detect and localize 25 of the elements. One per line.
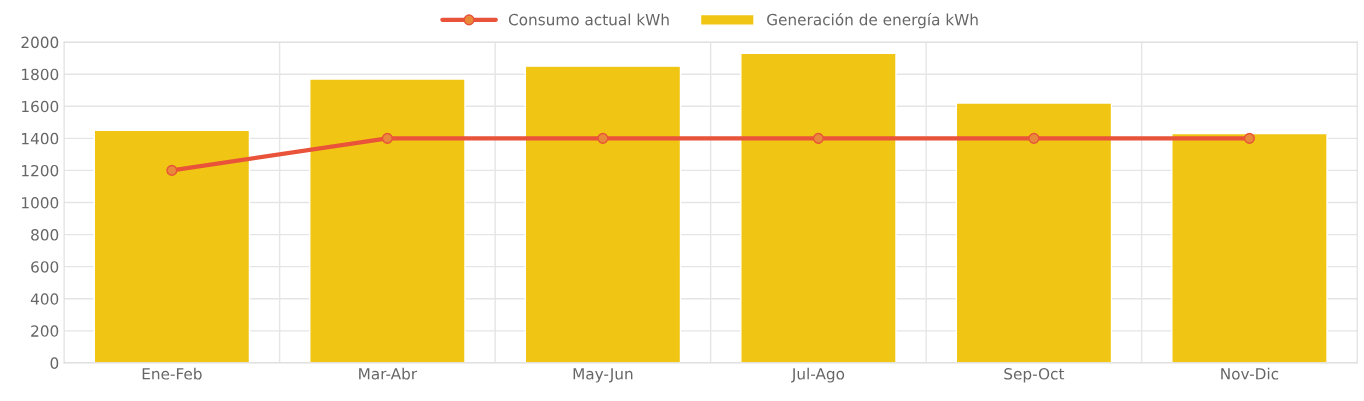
y-tick-label: 1800 bbox=[22, 68, 59, 81]
legend-label: Consumo actual kWh bbox=[508, 13, 669, 26]
x-tick-label: Sep-Oct bbox=[1004, 368, 1065, 383]
x-tick-label: Ene-Feb bbox=[142, 367, 202, 380]
y-tick-label: 200 bbox=[31, 325, 59, 337]
bar bbox=[955, 102, 1113, 363]
y-tick-label: 0 bbox=[50, 357, 59, 369]
bar bbox=[524, 65, 682, 363]
x-tick-label: Nov-Dic bbox=[1221, 367, 1279, 380]
bar bbox=[309, 78, 466, 363]
y-tick-label: 600 bbox=[31, 261, 59, 273]
y-tick-label: 400 bbox=[30, 293, 59, 305]
y-tick-label: 1600 bbox=[22, 100, 59, 113]
y-tick-label: 1400 bbox=[22, 132, 59, 145]
legend-label: Generación de energía kWh bbox=[767, 12, 978, 29]
bar bbox=[740, 52, 897, 363]
y-tick-label: 2000 bbox=[21, 36, 59, 49]
bar bbox=[1171, 132, 1328, 363]
y-tick-label: 800 bbox=[31, 229, 59, 241]
y-tick-label: 1000 bbox=[22, 196, 59, 209]
bar bbox=[93, 129, 251, 363]
x-tick-label: May-Jun bbox=[573, 368, 633, 383]
x-tick-label: Mar-Abr bbox=[359, 367, 418, 380]
x-tick-label: Jul-Ago bbox=[791, 367, 845, 383]
y-tick-label: 1200 bbox=[22, 164, 59, 177]
